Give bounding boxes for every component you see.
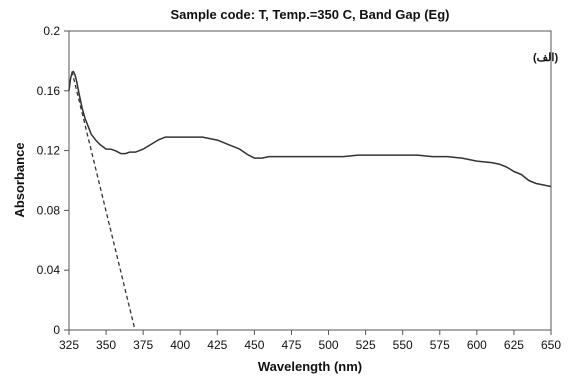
y-tick-label: 0.2 — [43, 24, 60, 38]
x-tick-label: 525 — [356, 338, 376, 352]
x-axis-label: Wavelength (nm) — [258, 359, 362, 374]
panel-annotation: (الف) — [533, 52, 558, 64]
chart-title: Sample code: T, Temp.=350 C, Band Gap (E… — [171, 7, 450, 22]
x-tick-label: 475 — [281, 338, 301, 352]
x-tick-label: 650 — [541, 338, 561, 352]
series-layer — [68, 70, 552, 331]
x-tick-label: 325 — [59, 338, 79, 352]
x-tick-label: 375 — [133, 338, 153, 352]
y-tick-label: 0 — [53, 323, 60, 337]
y-tick-label: 0.04 — [37, 263, 61, 277]
x-tick-label: 500 — [319, 338, 339, 352]
x-tick-label: 450 — [244, 338, 264, 352]
y-tick-label: 0.08 — [37, 203, 61, 217]
plot-frame — [68, 30, 552, 331]
x-tick-label: 350 — [96, 338, 116, 352]
x-tick-label: 575 — [430, 338, 450, 352]
tangent-dashed-line — [71, 71, 136, 331]
x-tick-label: 425 — [207, 338, 227, 352]
x-tick-label: 600 — [467, 338, 487, 352]
y-tick-label: 0.16 — [37, 84, 61, 98]
y-axis-label: Absorbance — [12, 142, 27, 217]
x-tick-label: 400 — [170, 338, 190, 352]
x-tick-label: 550 — [393, 338, 413, 352]
axes: 325 350 375 400 425 450 475 500 525 550 575 600 625 6… — [37, 24, 562, 352]
y-tick-label: 0.12 — [37, 144, 61, 158]
x-tick-label: 625 — [504, 338, 524, 352]
absorbance-series-line — [68, 70, 552, 188]
